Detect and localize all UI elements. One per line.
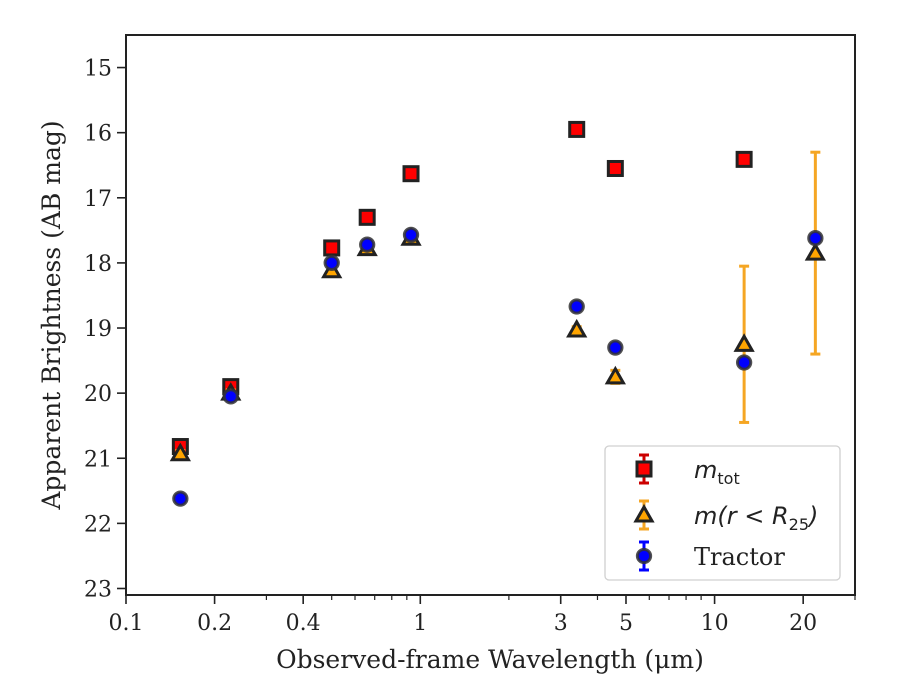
m-r-lt-r25-point — [566, 318, 588, 338]
x-axis-label: Observed-frame Wavelength (μm) — [276, 645, 704, 674]
y-tick-label: 20 — [84, 382, 112, 407]
mtot-point — [358, 208, 376, 226]
y-tick-label: 18 — [84, 252, 112, 277]
y-tick-label: 21 — [84, 447, 112, 472]
x-tick-label: 0.4 — [286, 611, 321, 636]
x-tick-label: 1 — [413, 611, 427, 636]
legend-tractor-marker — [635, 547, 653, 565]
tractor-point — [568, 298, 585, 315]
x-tick-label: 0.1 — [109, 611, 144, 636]
tractor-point — [323, 254, 340, 272]
x-tick-label: 3 — [554, 611, 568, 636]
tractor-point — [172, 490, 189, 507]
tractor-point — [607, 339, 624, 356]
y-axis-label: Apparent Brightness (AB mag) — [37, 120, 66, 510]
tractor-point — [807, 230, 824, 247]
x-tick-label: 10 — [701, 611, 729, 636]
y-tick-label: 22 — [84, 512, 112, 537]
y-tick-label: 15 — [84, 57, 112, 82]
tractor-point — [735, 354, 753, 371]
tractor-point — [402, 226, 420, 244]
mtot-point — [568, 120, 586, 138]
mtot-point — [402, 165, 420, 183]
tractor-point — [222, 388, 239, 405]
y-tick-label: 19 — [84, 317, 112, 342]
mtot-point — [323, 239, 341, 257]
plot-frame — [125, 34, 856, 596]
m-r-lt-r25-point — [733, 333, 755, 352]
legend-m-r-lt-r25-marker — [633, 503, 655, 523]
x-tick-label: 5 — [619, 611, 633, 636]
m-r-lt-r25-point — [169, 442, 191, 462]
y-tick-label: 17 — [84, 187, 112, 212]
y-tick-label: 16 — [84, 122, 112, 147]
legend-box — [604, 445, 841, 581]
mtot-point — [735, 150, 753, 168]
legend-m-r-lt-r25-label: m(r < R25) — [694, 502, 818, 534]
m-r-lt-r25-point — [804, 242, 826, 261]
m-r-lt-r25-point — [604, 365, 626, 385]
legend-mtot-label: mtot — [694, 456, 740, 488]
legend-tractor-label: Tractor — [694, 543, 785, 571]
y-tick-label: 23 — [84, 577, 112, 602]
tractor-point — [359, 236, 376, 253]
legend-mtot-marker — [635, 460, 653, 478]
x-tick-label: 20 — [789, 611, 817, 636]
mtot-point — [606, 159, 624, 177]
x-tick-label: 0.2 — [197, 611, 232, 636]
